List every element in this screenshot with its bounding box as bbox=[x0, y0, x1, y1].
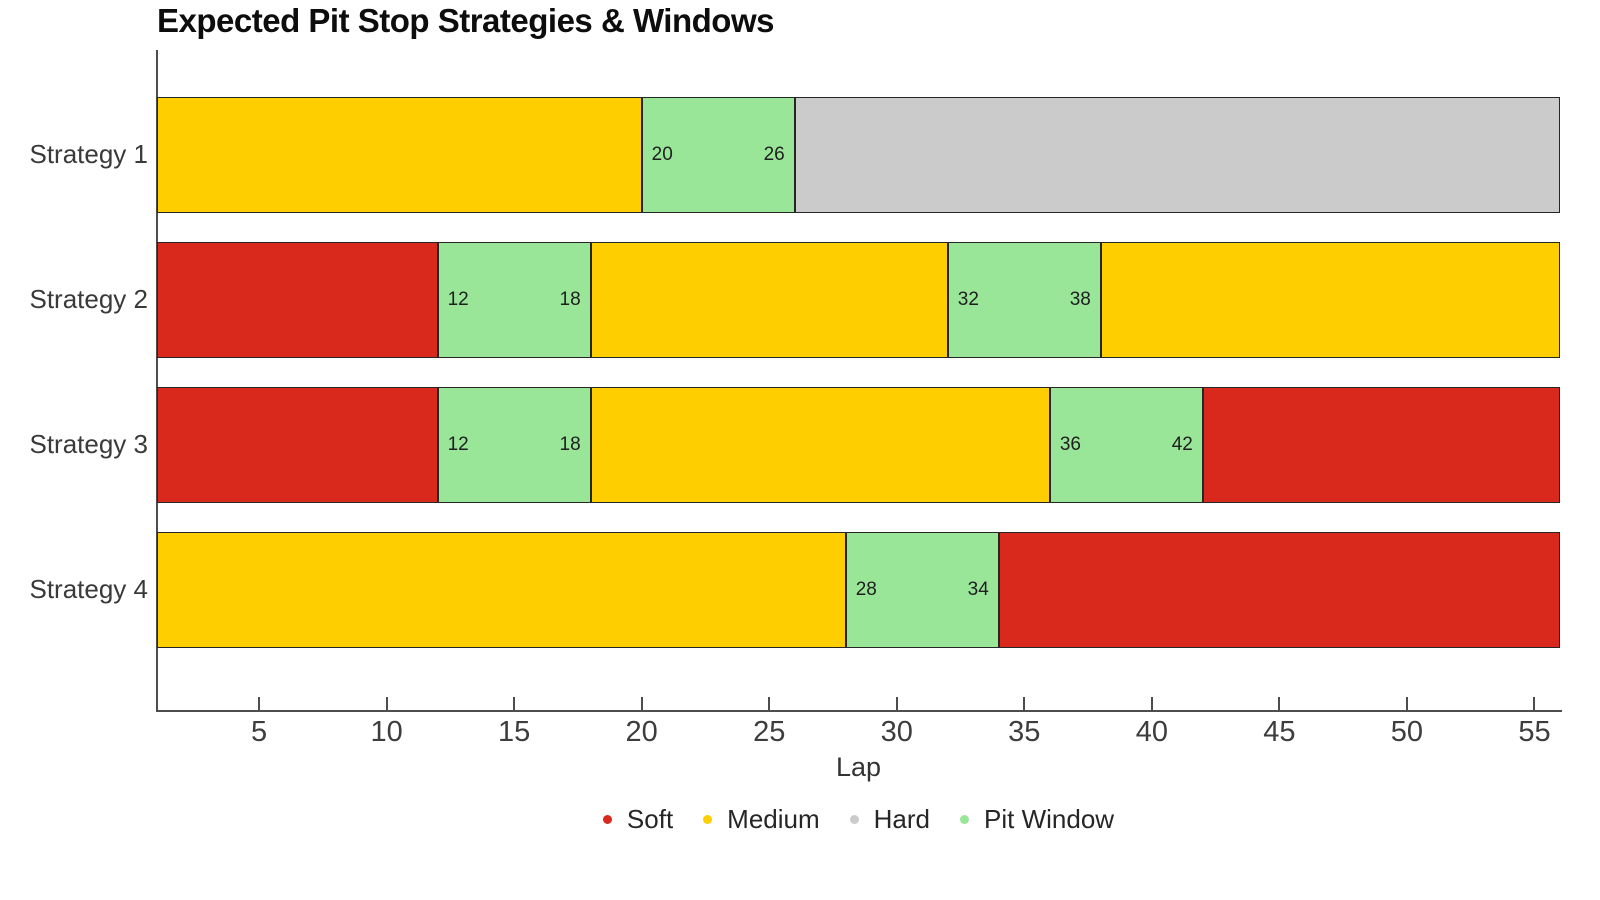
segment-medium bbox=[590, 387, 1050, 503]
legend-item-pit-window: Pit Window bbox=[960, 804, 1114, 835]
segment-pit-window: 36 42 bbox=[1049, 387, 1203, 503]
legend-label: Soft bbox=[626, 804, 674, 834]
x-tick-label: 25 bbox=[753, 716, 786, 748]
x-tick-label: 55 bbox=[1518, 716, 1551, 748]
y-axis-label: Strategy 3 bbox=[29, 429, 148, 459]
x-axis-title: Lap bbox=[835, 752, 882, 782]
y-axis-label: Strategy 1 bbox=[29, 139, 148, 169]
strategy-row: 20 26 Strategy 1 bbox=[29, 97, 1560, 213]
legend-label: Medium bbox=[727, 804, 820, 834]
segment-soft bbox=[157, 387, 438, 503]
pit-window-start-lap: 36 bbox=[1059, 434, 1081, 455]
segment-soft bbox=[157, 242, 438, 358]
x-tick-mark bbox=[768, 697, 771, 710]
x-tick-mark bbox=[513, 697, 516, 710]
legend-label: Pit Window bbox=[984, 804, 1115, 834]
pit-window-start-lap: 12 bbox=[447, 289, 469, 310]
plot-area: 20 26 Strategy 1 12 18 32 38 Strategy 2 12 18 36 42… bbox=[29, 0, 1562, 900]
x-tick-label: 20 bbox=[625, 716, 658, 748]
segment-medium bbox=[157, 532, 846, 648]
legend-item-medium: Medium bbox=[703, 804, 820, 835]
pit-window-end-lap: 26 bbox=[763, 144, 785, 165]
segment-medium bbox=[157, 97, 642, 213]
strategy-row: 12 18 32 38 Strategy 2 bbox=[29, 242, 1560, 358]
pit-window-start-lap: 32 bbox=[957, 289, 979, 310]
x-tick-label: 45 bbox=[1263, 716, 1296, 748]
x-axis-line bbox=[156, 710, 1562, 712]
chart-title: Expected Pit Stop Strategies & Windows bbox=[157, 2, 774, 39]
pit-window-end-lap: 18 bbox=[559, 289, 581, 310]
x-tick-mark bbox=[895, 697, 898, 710]
segment-pit-window: 12 18 bbox=[437, 242, 591, 358]
segment-pit-window: 12 18 bbox=[437, 387, 591, 503]
legend-label: Hard bbox=[873, 804, 931, 834]
pit-window-legend-dot-icon bbox=[960, 815, 970, 824]
strategy-row: 12 18 36 42 Strategy 3 bbox=[29, 387, 1560, 503]
x-tick-mark bbox=[1023, 697, 1026, 710]
pit-window-end-lap: 18 bbox=[559, 434, 581, 455]
x-tick-mark bbox=[258, 697, 261, 710]
medium-legend-dot-icon bbox=[703, 815, 713, 824]
y-axis-label: Strategy 2 bbox=[29, 284, 148, 314]
hard-legend-dot-icon bbox=[849, 815, 859, 824]
x-tick-label: 15 bbox=[497, 716, 531, 748]
pit-window-start-lap: 12 bbox=[447, 434, 469, 455]
pit-window-start-lap: 28 bbox=[855, 579, 877, 600]
x-tick-label: 5 bbox=[250, 716, 268, 748]
x-tick-label: 40 bbox=[1135, 716, 1168, 748]
segment-hard bbox=[794, 97, 1560, 213]
segment-soft bbox=[1202, 387, 1560, 503]
segment-soft bbox=[998, 532, 1560, 648]
segment-medium bbox=[1100, 242, 1560, 358]
pit-window-end-lap: 42 bbox=[1171, 434, 1193, 455]
x-tick-mark bbox=[1150, 697, 1153, 710]
x-tick-mark bbox=[1405, 697, 1408, 710]
x-tick-mark bbox=[1533, 697, 1536, 710]
legend-item-hard: Hard bbox=[849, 804, 931, 835]
strategy-row: 28 34 Strategy 4 bbox=[29, 532, 1560, 648]
segment-pit-window: 28 34 bbox=[845, 532, 999, 648]
x-tick-label: 35 bbox=[1008, 716, 1041, 748]
pit-window-end-lap: 38 bbox=[1069, 289, 1091, 310]
x-tick-label: 50 bbox=[1390, 716, 1424, 748]
segment-medium bbox=[590, 242, 948, 358]
x-tick-label: 10 bbox=[370, 716, 403, 748]
pit-window-end-lap: 34 bbox=[967, 579, 989, 600]
segment-pit-window: 20 26 bbox=[641, 97, 795, 213]
y-axis-label: Strategy 4 bbox=[29, 574, 148, 604]
x-tick-mark bbox=[385, 697, 388, 710]
soft-legend-dot-icon bbox=[602, 815, 612, 824]
legend: Soft Medium Hard Pit Window bbox=[157, 804, 1560, 835]
x-tick-mark bbox=[640, 697, 643, 710]
segment-pit-window: 32 38 bbox=[947, 242, 1101, 358]
legend-item-soft: Soft bbox=[602, 804, 674, 835]
y-axis-line bbox=[156, 50, 158, 712]
x-tick-label: 30 bbox=[880, 716, 913, 748]
x-tick-mark bbox=[1278, 697, 1281, 710]
pit-window-start-lap: 20 bbox=[651, 144, 673, 165]
